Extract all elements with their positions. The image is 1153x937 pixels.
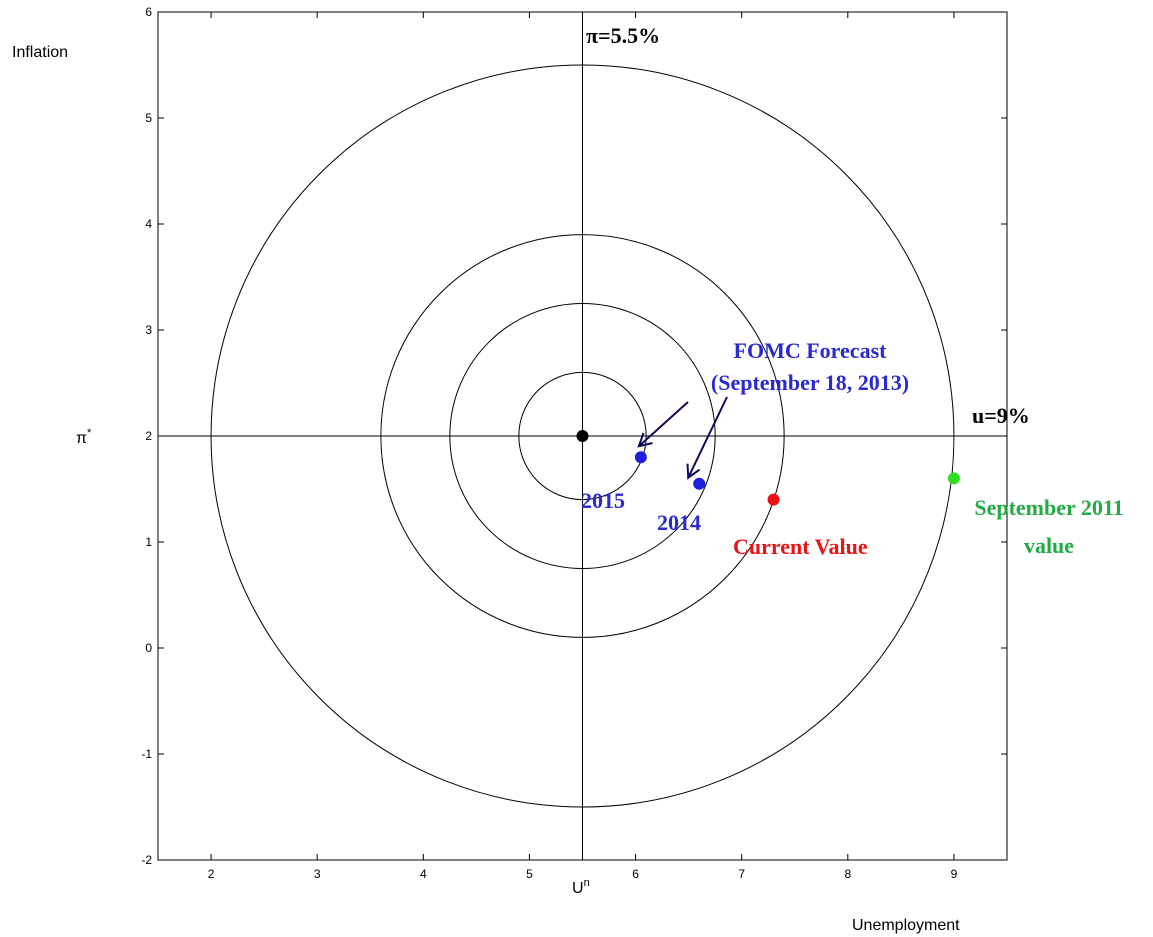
y-tick-label: 5 — [145, 111, 152, 125]
y-tick-label: 3 — [145, 323, 152, 337]
y-tick-label: 2 — [145, 429, 152, 443]
y-axis-ticks: -2 -1 0 1 2 3 4 5 6 — [141, 5, 1007, 867]
y-tick-label: 1 — [145, 535, 152, 549]
arrow-to-2015 — [638, 401, 689, 447]
data-point-1 — [576, 430, 589, 442]
data-point-3 — [693, 477, 706, 490]
arrow-to-2014 — [687, 396, 728, 479]
y-axis-label: Inflation — [12, 44, 68, 61]
u-n-label: Un — [572, 877, 590, 897]
y-tick-label: -1 — [141, 747, 152, 761]
current-value-label: Current Value — [733, 534, 868, 559]
fomc-forecast-title: FOMC Forecast — [734, 338, 888, 363]
data-points — [576, 430, 960, 506]
x-axis-ticks: 2 3 4 5 6 7 8 9 — [208, 12, 958, 881]
arrow-to-2014-head — [686, 463, 701, 480]
x-tick-label: 6 — [632, 867, 639, 881]
y-tick-label: 0 — [145, 641, 152, 655]
x-tick-label: 3 — [314, 867, 321, 881]
y-tick-label: -2 — [141, 853, 152, 867]
y-tick-label: 4 — [145, 217, 152, 231]
x-tick-label: 2 — [208, 867, 215, 881]
pi-crosshair-label: π=5.5% — [586, 23, 660, 48]
fomc-forecast-date: (September 18, 2013) — [711, 370, 909, 395]
sep2011-label-line2: value — [1024, 533, 1074, 558]
x-tick-label: 4 — [420, 867, 427, 881]
arrow-to-2015-head — [637, 432, 653, 448]
label-2015: 2015 — [581, 488, 625, 513]
x-tick-label: 7 — [738, 867, 745, 881]
data-point-5 — [947, 472, 960, 485]
y-tick-label: 6 — [145, 5, 152, 19]
sep2011-label-line1: September 2011 — [974, 495, 1123, 520]
data-point-4 — [767, 493, 780, 506]
u-crosshair-label: u=9% — [972, 403, 1030, 428]
x-tick-label: 5 — [526, 867, 533, 881]
x-tick-label: 8 — [844, 867, 851, 881]
data-point-2 — [634, 451, 647, 464]
pi-star-label: π* — [76, 427, 92, 447]
forecast-arrows — [637, 396, 728, 480]
label-2014: 2014 — [657, 510, 701, 535]
x-axis-label: Unemployment — [852, 917, 960, 934]
x-tick-label: 9 — [951, 867, 958, 881]
